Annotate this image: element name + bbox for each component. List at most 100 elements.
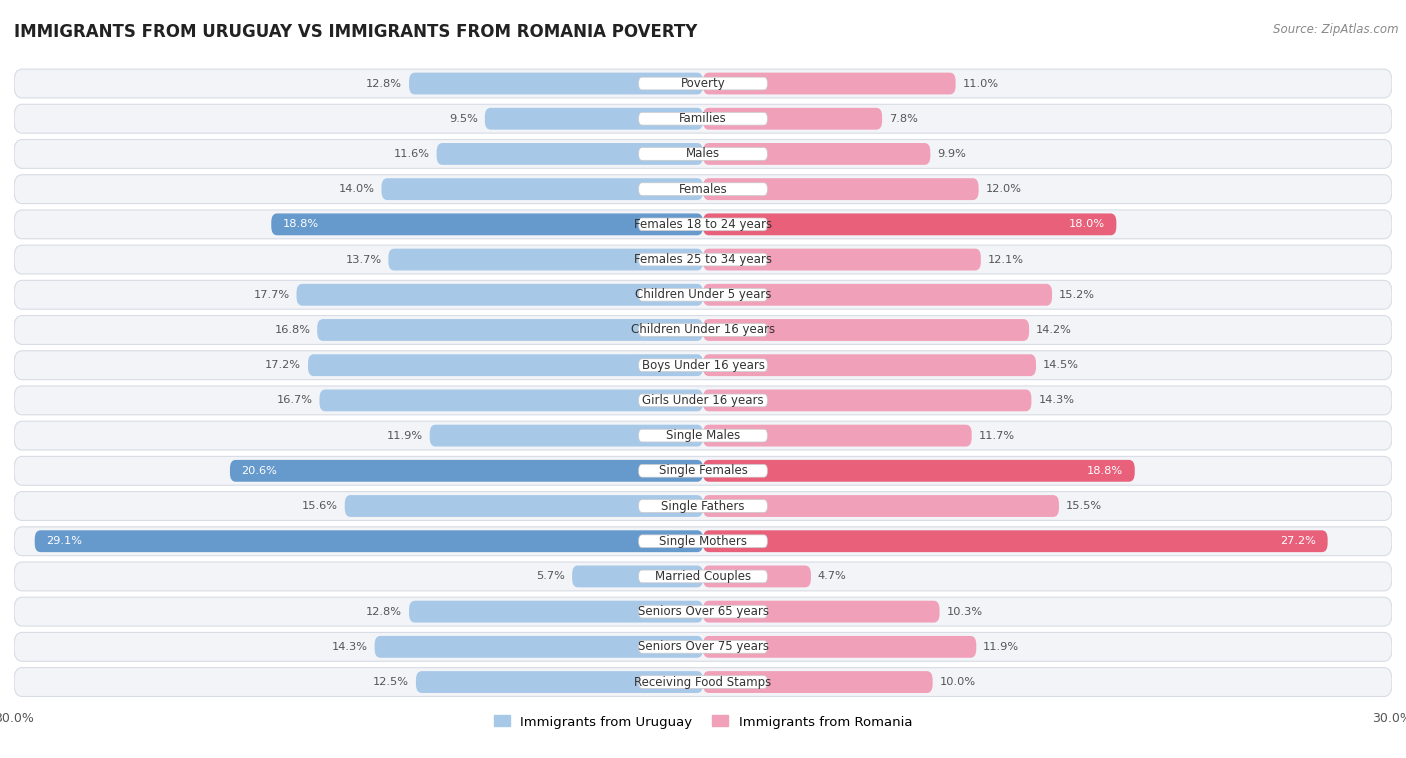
Text: 11.9%: 11.9%	[983, 642, 1019, 652]
FancyBboxPatch shape	[703, 636, 976, 658]
FancyBboxPatch shape	[14, 386, 1392, 415]
Text: 11.7%: 11.7%	[979, 431, 1015, 440]
FancyBboxPatch shape	[271, 214, 703, 235]
Text: 12.8%: 12.8%	[366, 606, 402, 617]
FancyBboxPatch shape	[703, 143, 931, 164]
Text: Receiving Food Stamps: Receiving Food Stamps	[634, 675, 772, 688]
FancyBboxPatch shape	[703, 565, 811, 587]
Text: Females 25 to 34 years: Females 25 to 34 years	[634, 253, 772, 266]
Text: 16.7%: 16.7%	[277, 396, 312, 406]
FancyBboxPatch shape	[344, 495, 703, 517]
FancyBboxPatch shape	[638, 289, 768, 301]
FancyBboxPatch shape	[374, 636, 703, 658]
Text: 11.6%: 11.6%	[394, 149, 430, 159]
FancyBboxPatch shape	[703, 460, 1135, 482]
Text: Children Under 5 years: Children Under 5 years	[634, 288, 772, 301]
FancyBboxPatch shape	[638, 606, 768, 618]
FancyBboxPatch shape	[14, 492, 1392, 521]
FancyBboxPatch shape	[14, 421, 1392, 450]
Legend: Immigrants from Uruguay, Immigrants from Romania: Immigrants from Uruguay, Immigrants from…	[489, 710, 917, 734]
Text: 12.8%: 12.8%	[366, 79, 402, 89]
FancyBboxPatch shape	[703, 249, 981, 271]
Text: 14.2%: 14.2%	[1036, 325, 1071, 335]
FancyBboxPatch shape	[430, 424, 703, 446]
FancyBboxPatch shape	[14, 456, 1392, 485]
FancyBboxPatch shape	[14, 668, 1392, 697]
FancyBboxPatch shape	[381, 178, 703, 200]
Text: 20.6%: 20.6%	[242, 466, 277, 476]
FancyBboxPatch shape	[703, 424, 972, 446]
Text: 27.2%: 27.2%	[1281, 536, 1316, 547]
Text: 11.9%: 11.9%	[387, 431, 423, 440]
FancyBboxPatch shape	[703, 601, 939, 622]
Text: 17.7%: 17.7%	[253, 290, 290, 299]
FancyBboxPatch shape	[703, 531, 1327, 552]
FancyBboxPatch shape	[703, 283, 1052, 305]
FancyBboxPatch shape	[703, 354, 1036, 376]
FancyBboxPatch shape	[703, 495, 1059, 517]
FancyBboxPatch shape	[319, 390, 703, 412]
Text: Females: Females	[679, 183, 727, 196]
Text: 9.9%: 9.9%	[938, 149, 966, 159]
FancyBboxPatch shape	[14, 105, 1392, 133]
FancyBboxPatch shape	[14, 210, 1392, 239]
Text: Seniors Over 75 years: Seniors Over 75 years	[637, 641, 769, 653]
Text: Single Fathers: Single Fathers	[661, 500, 745, 512]
Text: Married Couples: Married Couples	[655, 570, 751, 583]
FancyBboxPatch shape	[14, 139, 1392, 168]
FancyBboxPatch shape	[638, 535, 768, 547]
FancyBboxPatch shape	[231, 460, 703, 482]
FancyBboxPatch shape	[638, 112, 768, 125]
FancyBboxPatch shape	[14, 597, 1392, 626]
FancyBboxPatch shape	[638, 183, 768, 196]
FancyBboxPatch shape	[703, 214, 1116, 235]
FancyBboxPatch shape	[638, 359, 768, 371]
Text: 18.0%: 18.0%	[1069, 219, 1105, 230]
FancyBboxPatch shape	[638, 500, 768, 512]
Text: 15.2%: 15.2%	[1059, 290, 1095, 299]
FancyBboxPatch shape	[409, 73, 703, 95]
Text: 10.3%: 10.3%	[946, 606, 983, 617]
Text: Females 18 to 24 years: Females 18 to 24 years	[634, 218, 772, 231]
Text: 15.5%: 15.5%	[1066, 501, 1102, 511]
FancyBboxPatch shape	[638, 218, 768, 230]
FancyBboxPatch shape	[638, 324, 768, 337]
FancyBboxPatch shape	[703, 108, 882, 130]
Text: Single Males: Single Males	[666, 429, 740, 442]
FancyBboxPatch shape	[14, 174, 1392, 204]
Text: Families: Families	[679, 112, 727, 125]
FancyBboxPatch shape	[703, 319, 1029, 341]
Text: 16.8%: 16.8%	[274, 325, 311, 335]
FancyBboxPatch shape	[485, 108, 703, 130]
Text: 14.3%: 14.3%	[1038, 396, 1074, 406]
FancyBboxPatch shape	[572, 565, 703, 587]
Text: Source: ZipAtlas.com: Source: ZipAtlas.com	[1274, 23, 1399, 36]
FancyBboxPatch shape	[14, 562, 1392, 591]
FancyBboxPatch shape	[703, 390, 1032, 412]
Text: 7.8%: 7.8%	[889, 114, 918, 124]
FancyBboxPatch shape	[409, 601, 703, 622]
FancyBboxPatch shape	[35, 531, 703, 552]
Text: Single Females: Single Females	[658, 465, 748, 478]
Text: 13.7%: 13.7%	[346, 255, 381, 265]
Text: Males: Males	[686, 148, 720, 161]
FancyBboxPatch shape	[14, 527, 1392, 556]
Text: 14.3%: 14.3%	[332, 642, 368, 652]
Text: Children Under 16 years: Children Under 16 years	[631, 324, 775, 337]
Text: 14.5%: 14.5%	[1043, 360, 1078, 370]
FancyBboxPatch shape	[638, 429, 768, 442]
Text: 4.7%: 4.7%	[818, 572, 846, 581]
FancyBboxPatch shape	[14, 280, 1392, 309]
Text: 15.6%: 15.6%	[302, 501, 337, 511]
Text: 18.8%: 18.8%	[1087, 466, 1123, 476]
FancyBboxPatch shape	[14, 245, 1392, 274]
Text: IMMIGRANTS FROM URUGUAY VS IMMIGRANTS FROM ROMANIA POVERTY: IMMIGRANTS FROM URUGUAY VS IMMIGRANTS FR…	[14, 23, 697, 41]
FancyBboxPatch shape	[14, 315, 1392, 344]
Text: 9.5%: 9.5%	[449, 114, 478, 124]
FancyBboxPatch shape	[318, 319, 703, 341]
FancyBboxPatch shape	[308, 354, 703, 376]
FancyBboxPatch shape	[703, 73, 956, 95]
FancyBboxPatch shape	[638, 570, 768, 583]
FancyBboxPatch shape	[638, 641, 768, 653]
Text: 12.0%: 12.0%	[986, 184, 1022, 194]
